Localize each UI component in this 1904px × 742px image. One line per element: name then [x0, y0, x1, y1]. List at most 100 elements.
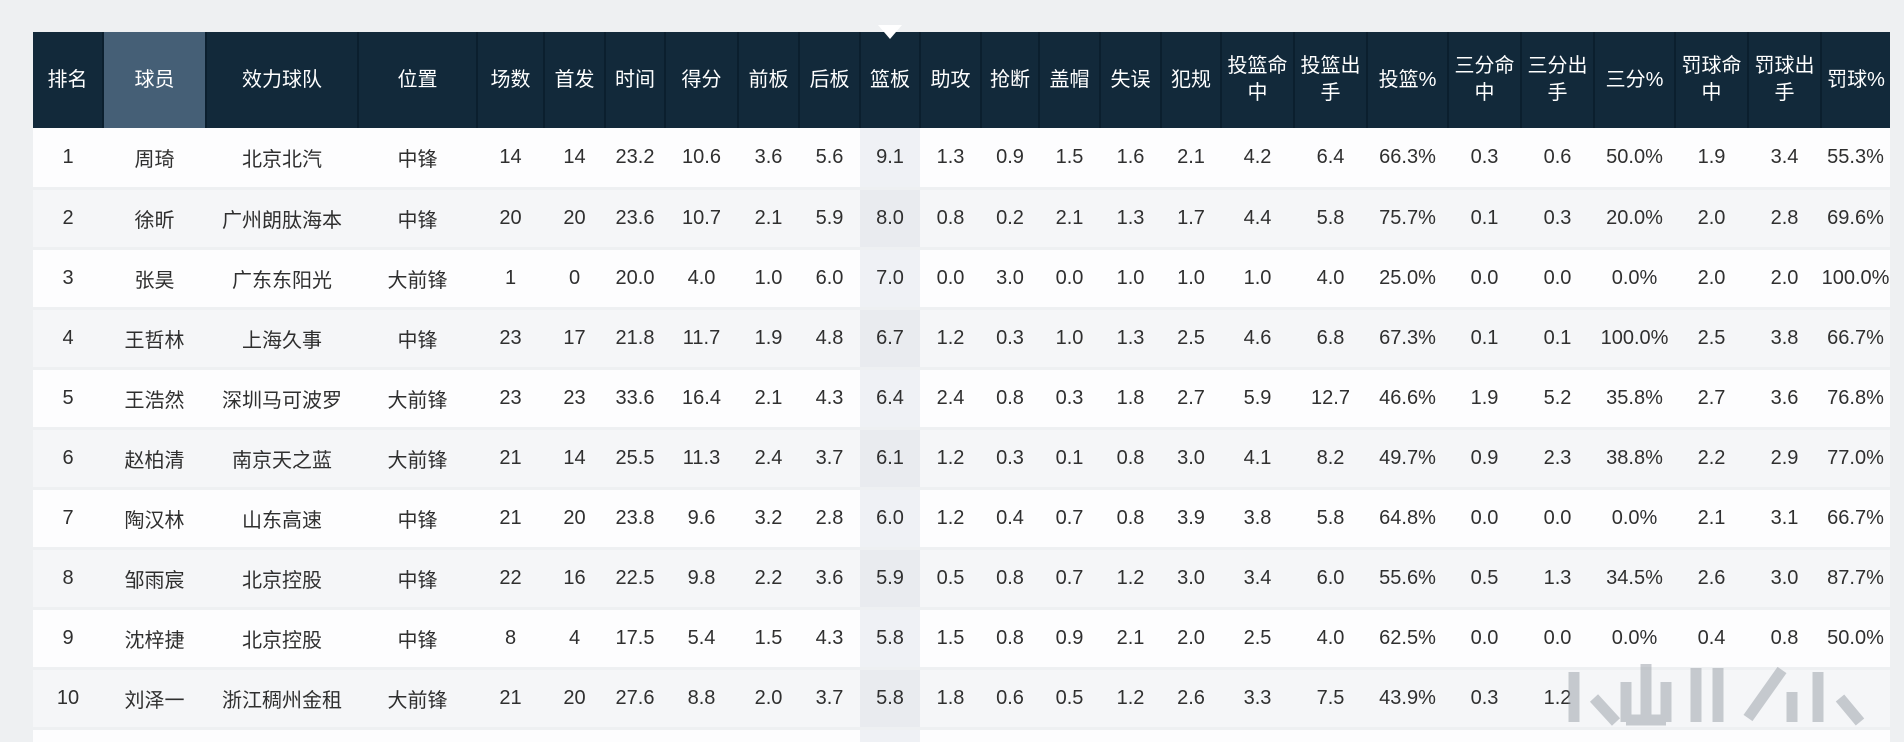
cell-stl: 0.8 — [981, 368, 1039, 430]
cell-rank — [33, 728, 103, 742]
cell-tov: 1.8 — [1100, 368, 1161, 430]
cell-ftp: 66.7% — [1821, 308, 1890, 370]
column-header-rank[interactable]: 排名 — [33, 32, 104, 128]
cell-points — [665, 728, 738, 742]
cell-ast: 0.8 — [920, 188, 981, 250]
cell-fta: 2.8 — [1748, 188, 1821, 250]
column-header-ftm[interactable]: 罚球命中 — [1675, 32, 1749, 128]
column-header-tpm[interactable]: 三分命中 — [1448, 32, 1522, 128]
cell-team: 浙江稠州金租 — [206, 668, 358, 730]
cell-player: 王哲林 — [103, 308, 206, 370]
column-header-ftp[interactable]: 罚球% — [1821, 32, 1890, 128]
cell-position: 中锋 — [358, 548, 477, 610]
cell-minutes: 33.6 — [605, 368, 665, 430]
cell-fta — [1748, 728, 1821, 742]
cell-pf: 3.9 — [1161, 488, 1221, 550]
cell-ftp: 76.8% — [1821, 368, 1890, 430]
column-header-fgm[interactable]: 投篮命中 — [1221, 32, 1295, 128]
cell-blk: 0.1 — [1039, 428, 1100, 490]
cell-ftp: 77.0% — [1821, 428, 1890, 490]
cell-ast: 1.2 — [920, 308, 981, 370]
column-header-tpa[interactable]: 三分出手 — [1521, 32, 1595, 128]
column-header-tpp[interactable]: 三分% — [1594, 32, 1676, 128]
cell-tpp: 38.8% — [1594, 428, 1675, 490]
cell-player: 王浩然 — [103, 368, 206, 430]
column-header-position[interactable]: 位置 — [358, 32, 478, 128]
cell-oreb: 3.6 — [738, 128, 799, 190]
cell-fga: 5.8 — [1294, 188, 1367, 250]
cell-points: 11.3 — [665, 428, 738, 490]
cell-ftp: 69.6% — [1821, 188, 1890, 250]
cell-fta: 2.9 — [1748, 428, 1821, 490]
cell-pf: 2.0 — [1161, 608, 1221, 670]
column-header-games[interactable]: 场数 — [477, 32, 545, 128]
cell-ast: 1.3 — [920, 128, 981, 190]
column-header-tov[interactable]: 失误 — [1100, 32, 1162, 128]
column-header-reb[interactable]: 篮板 — [860, 25, 921, 128]
column-header-fga[interactable]: 投篮出手 — [1294, 32, 1368, 128]
cell-fga: 6.8 — [1294, 308, 1367, 370]
player-stats-table: 排名 球员 效力球队 位置 场数 首发 时间 得分 前板 后板 篮板 助攻 抢断 盖帽 失误 犯规 投篮命中 投篮… — [33, 25, 1890, 742]
cell-rank: 5 — [33, 368, 103, 430]
cell-tpa: 5.2 — [1521, 368, 1594, 430]
column-header-starts[interactable]: 首发 — [544, 32, 606, 128]
cell-ftm — [1675, 728, 1748, 742]
cell-ast: 1.8 — [920, 668, 981, 730]
cell-fga: 12.7 — [1294, 368, 1367, 430]
cell-reb: 6.0 — [860, 488, 920, 550]
cell-oreb: 2.1 — [738, 368, 799, 430]
column-header-pf[interactable]: 犯规 — [1161, 32, 1222, 128]
cell-ftp: 100.0% — [1821, 248, 1890, 310]
cell-blk: 2.1 — [1039, 188, 1100, 250]
cell-tpp: 0.0% — [1594, 608, 1675, 670]
cell-reb — [860, 728, 920, 742]
cell-games: 23 — [477, 368, 544, 430]
cell-minutes: 17.5 — [605, 608, 665, 670]
cell-oreb: 2.1 — [738, 188, 799, 250]
column-header-stl[interactable]: 抢断 — [981, 32, 1040, 128]
cell-pf: 3.0 — [1161, 428, 1221, 490]
column-header-oreb[interactable]: 前板 — [738, 32, 800, 128]
column-header-player[interactable]: 球员 — [103, 32, 207, 128]
cell-ftp — [1821, 728, 1890, 742]
cell-tov: 0.8 — [1100, 428, 1161, 490]
column-header-minutes[interactable]: 时间 — [605, 32, 666, 128]
column-header-blk[interactable]: 盖帽 — [1039, 32, 1101, 128]
column-header-fta[interactable]: 罚球出手 — [1748, 32, 1822, 128]
cell-pf: 1.7 — [1161, 188, 1221, 250]
cell-starts: 16 — [544, 548, 605, 610]
cell-blk: 0.3 — [1039, 368, 1100, 430]
column-header-fgp[interactable]: 投篮% — [1367, 32, 1449, 128]
cell-ast — [920, 728, 981, 742]
cell-tpm: 0.5 — [1448, 548, 1521, 610]
cell-pf: 2.5 — [1161, 308, 1221, 370]
cell-rank: 6 — [33, 428, 103, 490]
column-header-team[interactable]: 效力球队 — [206, 32, 359, 128]
table-row — [33, 728, 1890, 742]
cell-rank: 1 — [33, 128, 103, 190]
cell-player: 陶汉林 — [103, 488, 206, 550]
cell-ast: 0.0 — [920, 248, 981, 310]
cell-fgp — [1367, 728, 1448, 742]
cell-starts: 14 — [544, 128, 605, 190]
table-row: 5 王浩然 深圳马可波罗 大前锋 23 23 33.6 16.4 2.1 4.3 6.4 2.4 0.8… — [33, 368, 1890, 430]
cell-fgp: 64.8% — [1367, 488, 1448, 550]
cell-tpa: 0.3 — [1521, 188, 1594, 250]
cell-team: 山东高速 — [206, 488, 358, 550]
column-header-dreb[interactable]: 后板 — [799, 32, 861, 128]
cell-starts: 0 — [544, 248, 605, 310]
table-row: 4 王哲林 上海久事 中锋 23 17 21.8 11.7 1.9 4.8 6.7 1.2 0.3 1.0… — [33, 308, 1890, 370]
cell-fgm — [1221, 728, 1294, 742]
cell-blk: 0.0 — [1039, 248, 1100, 310]
cell-ast: 0.5 — [920, 548, 981, 610]
cell-tpp: 100.0% — [1594, 308, 1675, 370]
triangle-down-icon — [878, 25, 902, 39]
cell-team: 广东东阳光 — [206, 248, 358, 310]
cell-minutes: 20.0 — [605, 248, 665, 310]
column-header-ast[interactable]: 助攻 — [920, 32, 982, 128]
column-header-points[interactable]: 得分 — [665, 32, 739, 128]
cell-oreb: 2.4 — [738, 428, 799, 490]
cell-tpp: 50.0% — [1594, 128, 1675, 190]
cell-oreb: 1.9 — [738, 308, 799, 370]
